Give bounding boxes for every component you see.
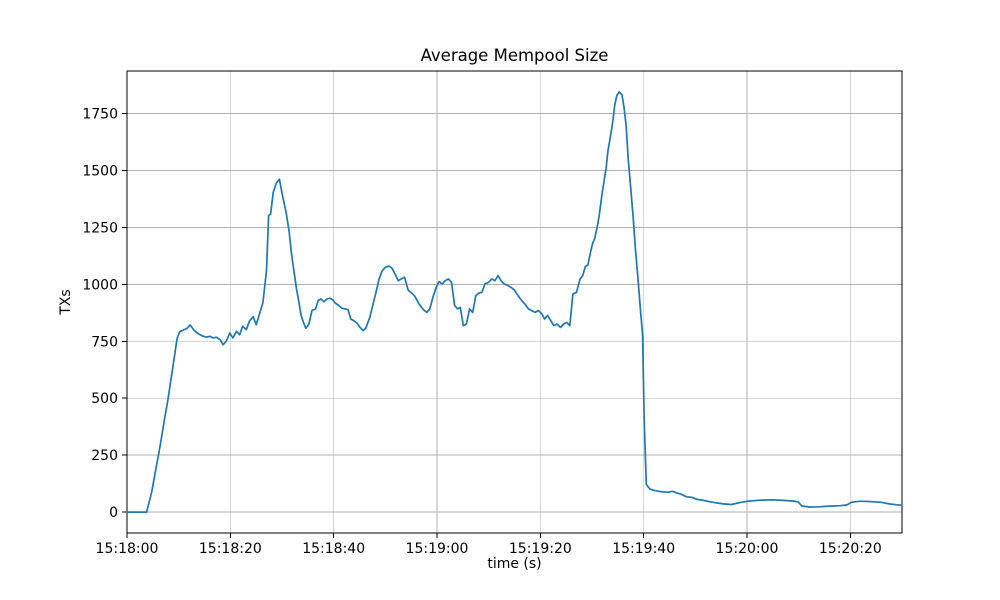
y-tick-label: 750 [91,334,118,350]
y-tick-label: 500 [91,391,118,407]
y-tick-label: 250 [91,448,118,464]
x-tick-label: 15:18:20 [199,541,262,557]
x-tick-label: 15:20:20 [819,541,882,557]
data-line [126,91,903,513]
x-axis-label: time (s) [487,556,542,572]
y-tick-label: 1000 [82,277,118,293]
x-tick-label: 15:19:00 [406,541,469,557]
x-tick-label: 15:18:40 [302,541,365,557]
x-tick-label: 15:18:00 [96,541,159,557]
x-tick-label: 15:20:00 [716,541,779,557]
y-tick-label: 0 [109,505,118,521]
y-tick-label: 1750 [82,107,118,123]
x-tick-label: 15:19:20 [509,541,572,557]
chart-title: Average Mempool Size [420,46,609,65]
y-tick-label: 1500 [82,164,118,180]
plot-border [126,70,903,534]
y-tick-label: 1250 [82,220,118,236]
x-tick-label: 15:19:40 [612,541,675,557]
